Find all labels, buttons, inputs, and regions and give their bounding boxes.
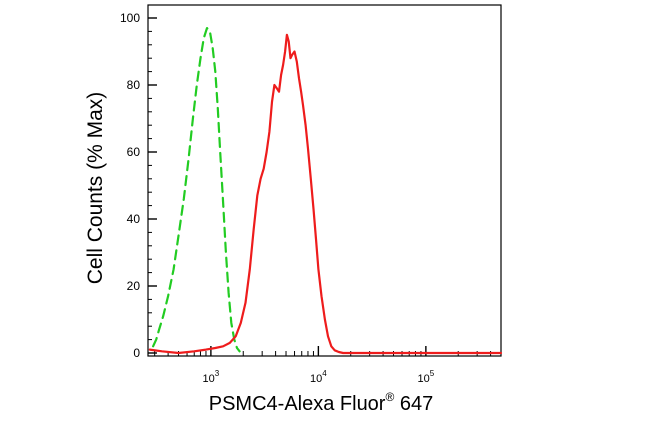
x-tick-label-exponent: 3 xyxy=(215,369,220,378)
y-tick-label: 0 xyxy=(133,346,140,360)
y-axis-ticks: 0 20 40 60 80 100 xyxy=(120,11,157,360)
x-tick-label-exponent: 4 xyxy=(322,369,327,378)
y-tick-label: 40 xyxy=(127,212,141,226)
y-axis-label: Cell Counts (% Max) xyxy=(84,92,107,285)
y-tick-label: 20 xyxy=(127,279,141,293)
x-tick-label-base: 10 xyxy=(203,373,215,385)
x-tick-label-base: 10 xyxy=(310,373,322,385)
x-axis-label-superscript: ® xyxy=(385,390,394,404)
series-line-2 xyxy=(148,33,503,355)
x-tick-label-base: 10 xyxy=(418,373,430,385)
plot-frame xyxy=(147,4,502,357)
x-tick-label-exponent: 5 xyxy=(430,369,435,378)
y-tick-label: 100 xyxy=(120,11,140,25)
x-tick-label: 104 xyxy=(310,369,327,385)
y-tick-label: 80 xyxy=(127,78,141,92)
x-axis-ticks: 103 104 105 xyxy=(154,346,502,385)
x-axis-label-main: PSMC4-Alexa Fluor xyxy=(209,393,386,415)
x-tick-label: 105 xyxy=(418,369,435,385)
series-line-1 xyxy=(152,27,241,353)
x-tick-label: 103 xyxy=(203,369,220,385)
series-layer xyxy=(148,27,503,355)
y-tick-label: 60 xyxy=(127,145,141,159)
x-axis-label-suffix: 647 xyxy=(394,393,433,415)
x-axis-label: PSMC4-Alexa Fluor® 647 xyxy=(209,390,434,415)
